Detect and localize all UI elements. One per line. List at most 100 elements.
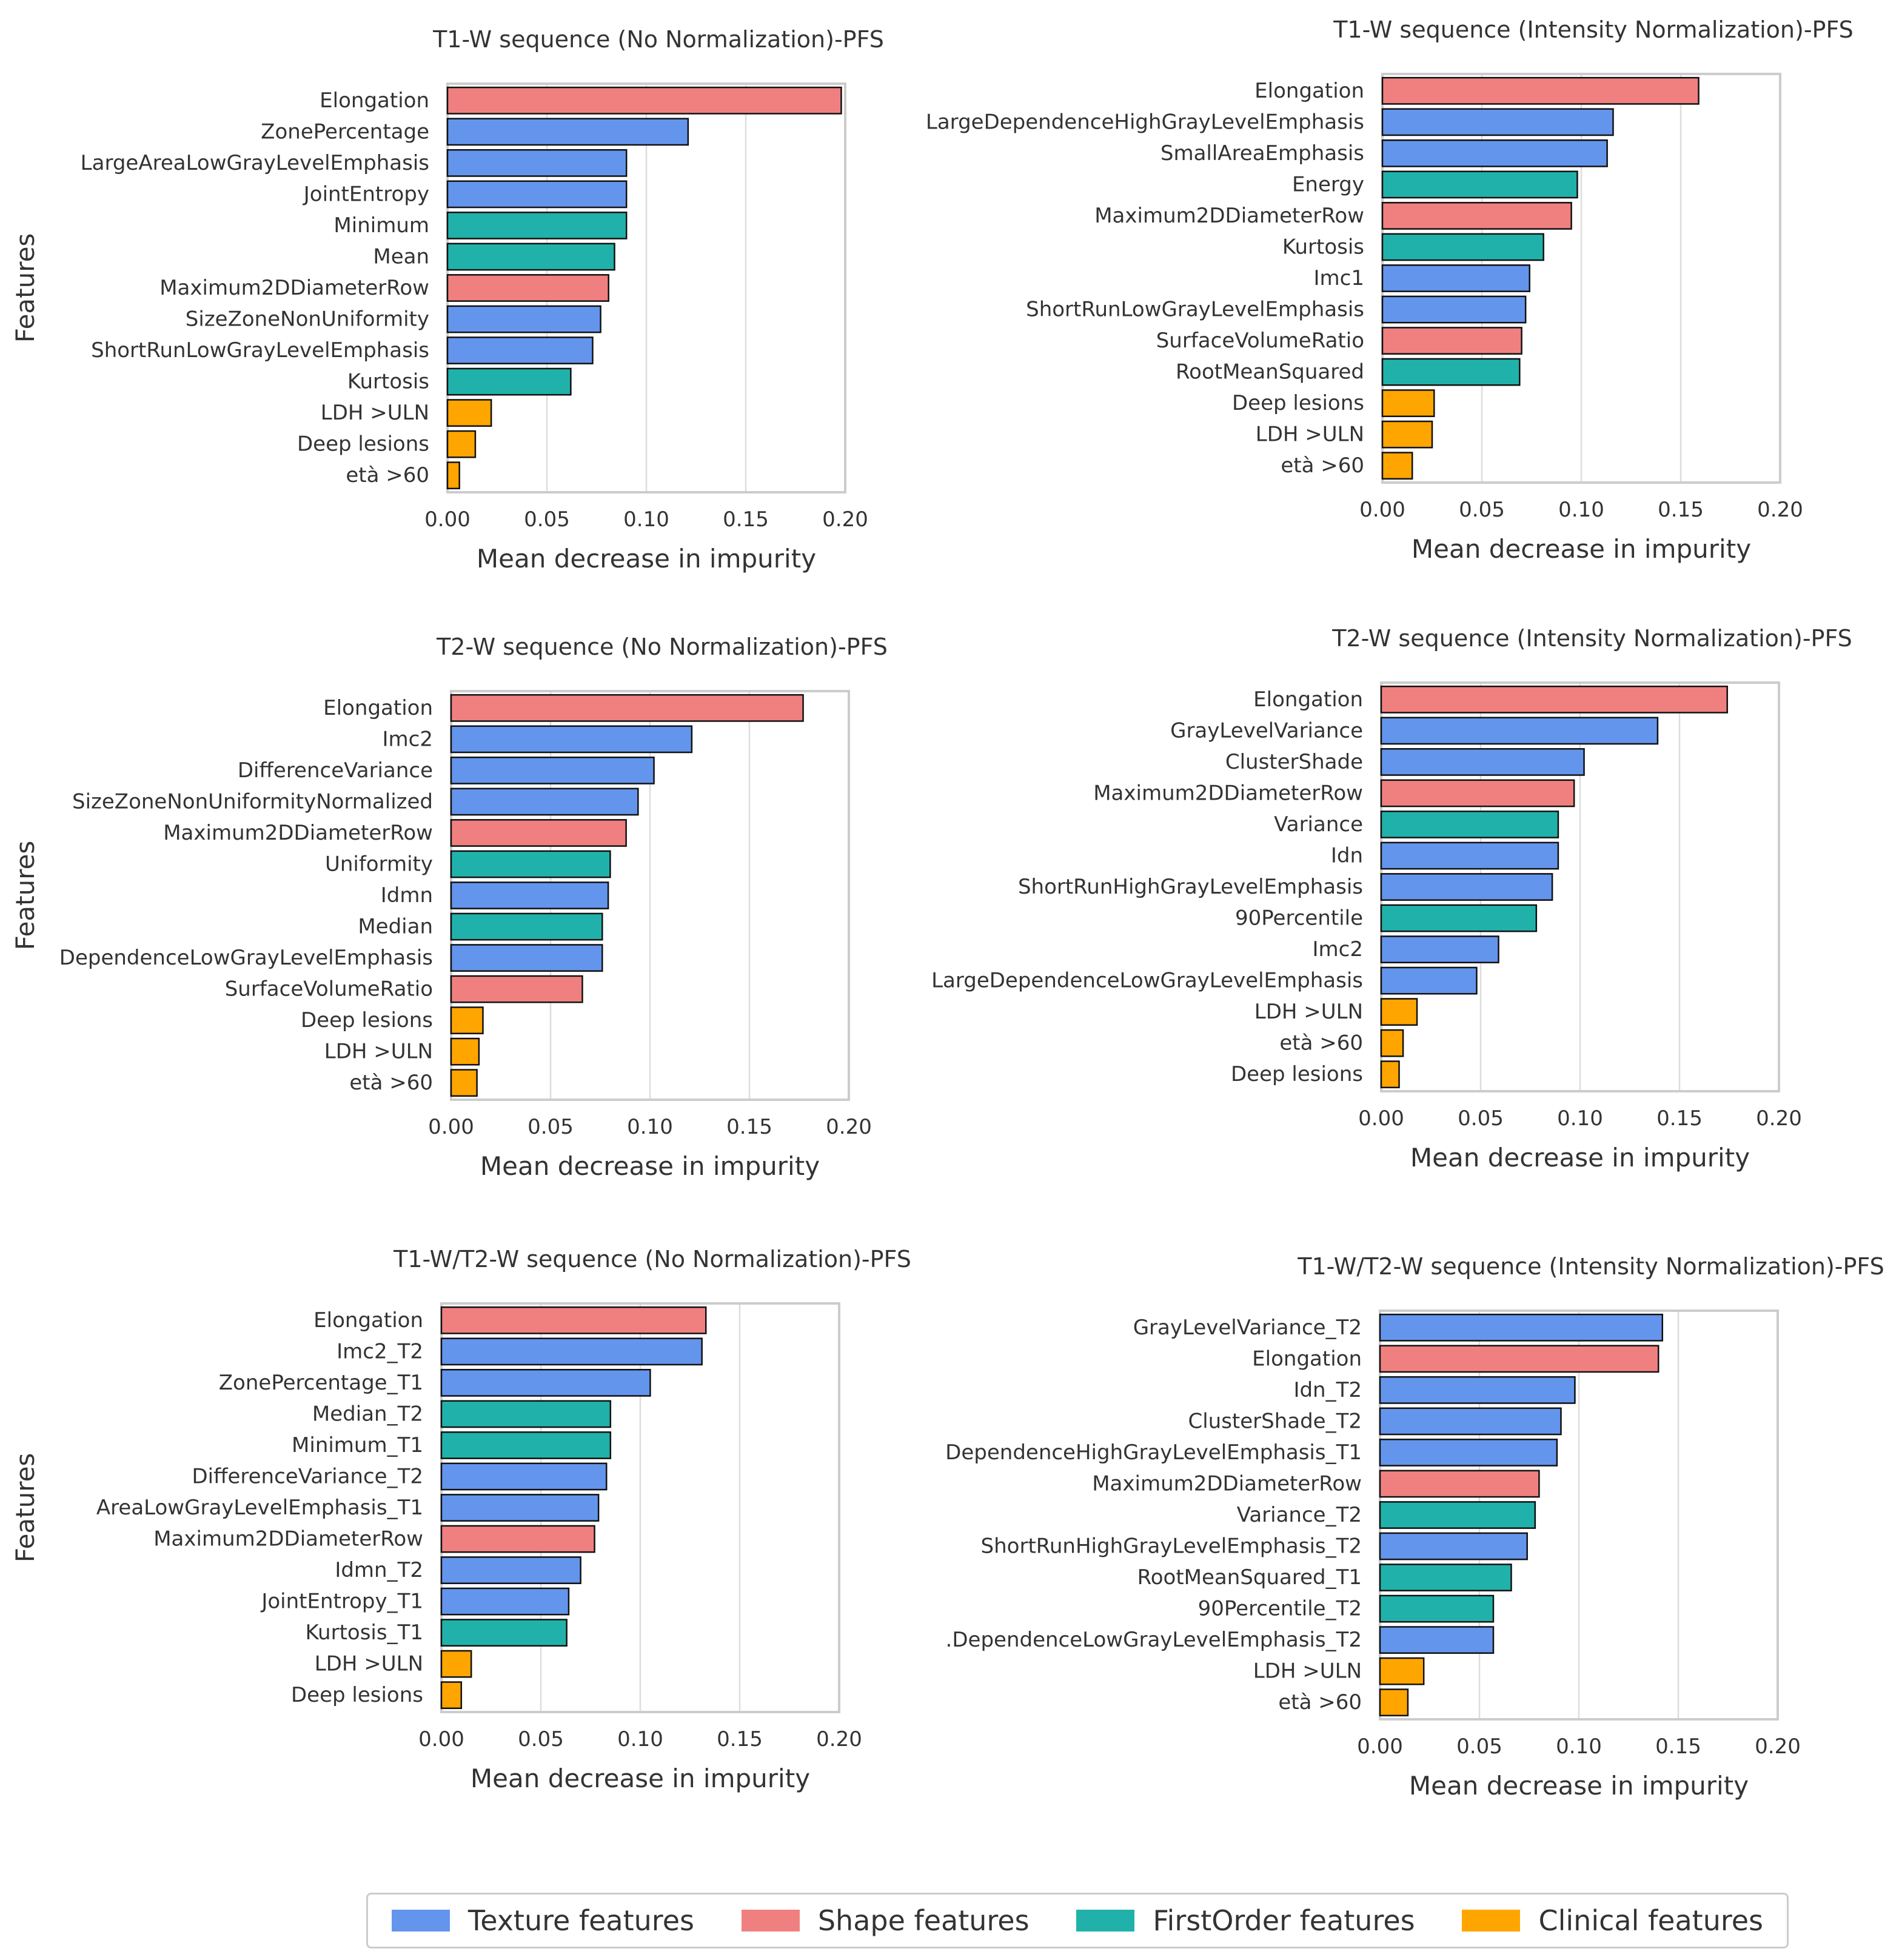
bar [450,819,627,847]
bar [1379,1313,1664,1342]
chart-panel-5: Elongation Imc2_T2 ZonePercentage_T1 Median… [10,1246,911,1793]
feature-label: Deep lesions [1231,1062,1363,1086]
bar [450,912,603,941]
bar [1380,779,1575,808]
feature-label: SizeZoneNonUniformityNormalized [72,789,433,814]
feature-label: Maximum2DDiameterRow [163,821,433,845]
feature-label: Maximum2DDiameterRow [1094,204,1364,228]
y-axis-title: Features [10,233,40,343]
feature-label: ZonePercentage_T1 [219,1371,423,1395]
bar [1379,1470,1540,1498]
bar [1379,1376,1576,1404]
bar [1381,76,1700,105]
bar [1381,233,1544,261]
feature-label: ClusterShade [1225,750,1363,774]
bar [1381,452,1413,480]
feature-label: SmallAreaEmphasis [1160,141,1364,166]
x-tick-label: 0.05 [524,507,570,532]
bar [1380,841,1559,870]
x-tick-label: 0.20 [816,1727,862,1751]
bar [450,1069,478,1097]
feature-label: Maximum2DDiameterRow [1093,781,1363,805]
legend-label-texture: Texture features [467,1904,694,1937]
bar [1379,1532,1528,1560]
x-tick-label: 0.00 [1359,498,1405,522]
feature-label: ShortRunHighGrayLevelEmphasis [1018,875,1363,899]
feature-label: LDH >ULN [321,401,429,425]
x-tick-label: 0.15 [717,1727,763,1751]
x-tick-label: 0.10 [627,1115,673,1139]
bar [1380,998,1418,1026]
feature-label: LDH >ULN [1256,423,1364,447]
x-tick-label: 0.05 [1456,1734,1502,1759]
bar [450,788,639,816]
feature-label: JointEntropy_T1 [260,1590,423,1614]
bar [440,1681,463,1710]
bar [440,1587,570,1616]
feature-label: DependenceLowGrayLevelEmphasis [59,946,433,970]
feature-label: età >60 [1279,1031,1363,1055]
legend-label-shape: Shape features [817,1904,1030,1937]
x-tick-label: 0.15 [723,507,769,532]
bar [450,881,609,909]
feature-label: DependenceHighGrayLevelEmphasis_T1 [945,1440,1362,1465]
x-tick-label: 0.10 [1556,1734,1602,1759]
bar [450,975,583,1003]
feature-label: Imc2 [1313,937,1363,962]
x-axis-title: Mean decrease in impurity [480,1151,820,1181]
feature-label: Energy [1292,172,1364,196]
x-axis-title: Mean decrease in impurity [471,1764,810,1793]
feature-label: Median [358,915,433,939]
feature-label: LargeDependenceHighGrayLevelEmphasis [926,110,1364,134]
bar [1381,327,1522,355]
bar [446,461,460,490]
legend-item-firstorder: FirstOrder features [1076,1904,1415,1937]
bar [440,1431,612,1459]
x-tick-label: 0.00 [424,507,471,532]
x-tick-label: 0.05 [1459,498,1505,522]
x-axis-title: Mean decrease in impurity [1412,534,1751,564]
feature-label: ShortRunHighGrayLevelEmphasis_T2 [981,1534,1362,1559]
x-axis-title: Mean decrease in impurity [1409,1771,1749,1801]
feature-label: Deep lesions [301,1008,433,1032]
feature-label: Kurtosis [1282,235,1364,259]
panel-title: T2-W sequence (Intensity Normalization)-… [1331,625,1852,652]
feature-label: Elongation [1252,1346,1362,1371]
legend-label-clinical: Clinical features [1538,1904,1764,1937]
x-tick-label: 0.05 [528,1115,574,1139]
bar [1379,1407,1562,1436]
feature-label: Deep lesions [1232,391,1364,415]
feature-label: LargeAreaLowGrayLevelEmphasis [81,151,429,175]
x-tick-label: 0.00 [418,1727,464,1751]
feature-label: DifferenceVariance [238,758,433,783]
feature-label: Maximum2DDiameterRow [159,276,429,300]
bar [1380,748,1585,776]
bar [1381,264,1530,292]
chart-panel-2: Elongation LargeDependenceHighGrayLevelEm… [926,16,1854,564]
bar [1379,1594,1495,1623]
feature-label: Idmn [381,883,433,908]
panel-title: T1-W sequence (Intensity Normalization)-… [1333,16,1854,43]
feature-label: età >60 [346,463,429,487]
x-tick-label: 0.20 [1757,498,1803,522]
feature-label: AreaLowGrayLevelEmphasis_T1 [96,1496,423,1520]
feature-label: Imc1 [1314,266,1364,290]
bar [450,944,603,972]
bar [446,367,572,396]
bar [440,1494,600,1522]
bar [1379,1439,1558,1467]
feature-label: GrayLevelVariance_T2 [1133,1316,1362,1340]
x-tick-label: 0.15 [726,1115,772,1139]
feature-label: 90Percentile_T2 [1198,1597,1362,1621]
bar [1381,358,1521,386]
legend-item-shape: Shape features [741,1904,1030,1937]
bar [1381,108,1614,136]
bar [446,118,689,146]
feature-label: Deep lesions [291,1683,423,1707]
feature-label: LDH >ULN [324,1040,433,1064]
bar [440,1619,568,1647]
legend: Texture features Shape features FirstOrd… [366,1893,1789,1948]
feature-label: ShortRunLowGrayLevelEmphasis [1026,298,1364,322]
feature-label: Deep lesions [297,432,429,457]
feature-label: ShortRunLowGrayLevelEmphasis [91,338,429,363]
